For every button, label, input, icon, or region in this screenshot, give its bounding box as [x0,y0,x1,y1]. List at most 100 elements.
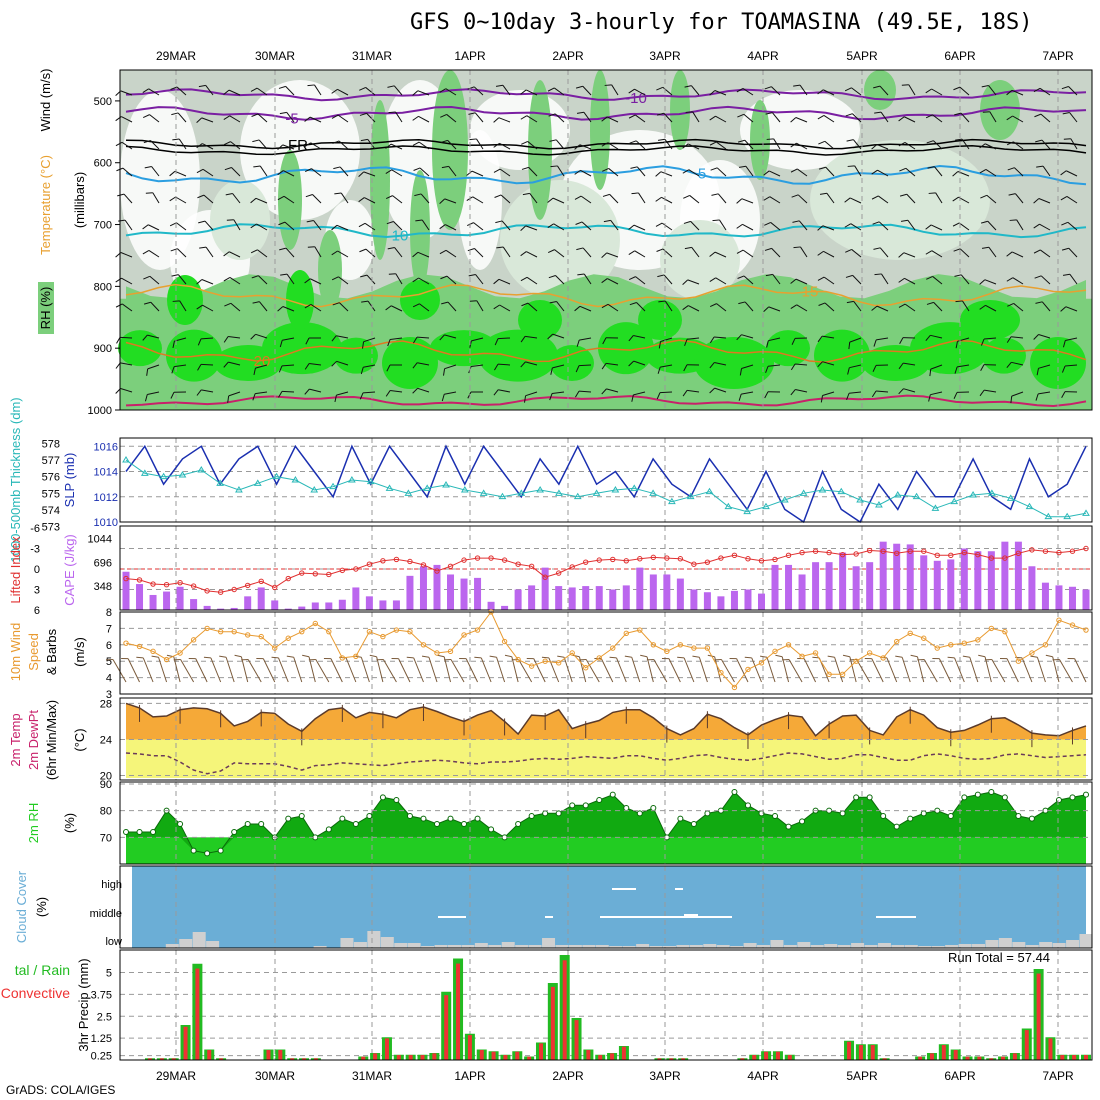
upper-wind-barb [174,170,187,177]
upper-wind-barb [793,84,801,87]
upper-wind-barb [688,305,700,312]
cape-bar [176,586,184,610]
low-cloud-bar [918,946,932,948]
rh-point [420,815,427,822]
cape-bar [271,600,279,610]
surface-wind-barb [1052,656,1060,683]
low-cloud-bar [891,945,905,948]
upper-wind-barb [871,144,878,150]
upper-wind-barb [117,193,125,197]
upper-wind-barb [1038,391,1051,395]
wind-speed-point [231,628,237,635]
upper-wind-barb [846,300,854,304]
upper-wind-barb [739,368,743,376]
precip-convective-bar [1036,973,1041,1060]
wind-speed-point [136,643,143,650]
upper-wind-barb [877,195,889,204]
upper-wind-barb [314,246,322,258]
upper-wind-barb [359,86,366,91]
wind-speed-point [812,650,819,656]
upper-wind-barb [146,368,149,376]
upper-wind-barb [309,363,322,366]
li-point [123,575,129,582]
cape-bar [987,551,995,610]
upper-wind-barb [741,364,754,369]
upper-wind-barb [817,276,825,281]
precip-convective-bar [775,1051,780,1060]
upper-wind-barb [744,301,754,312]
upper-wind-barb [602,167,609,172]
precip-convective-bar [1024,1030,1029,1060]
upper-wind-barb [1013,141,1024,150]
surface-wind-barb [714,656,722,683]
upper-wind-barb [258,275,268,285]
upper-wind-barb [388,111,396,114]
rh-light-area [500,180,620,300]
upper-wind-barb [1038,334,1051,339]
upper-wind-barb [500,194,511,204]
li-point [434,568,440,574]
wind-speed-point [921,635,927,641]
upper-wind-barb [628,114,636,119]
upper-wind-barb [202,168,214,177]
upper-wind-barb [609,194,619,204]
wind-speed-point [380,633,386,640]
upper-wind-barb [817,89,824,95]
upper-wind-barb [658,341,662,349]
li-point [880,548,886,554]
cape-bar [866,562,874,610]
upper-wind-barb [952,171,959,177]
cloud-gap [684,914,698,916]
li-point [1029,547,1035,553]
wind-speed-point [501,638,508,645]
surface-wind-barb [751,657,762,683]
upper-wind-barb [655,222,663,227]
upper-wind-barb [1065,170,1078,177]
li-point [691,561,697,567]
cape-bar [474,577,482,610]
surface-wind-barb [947,656,955,659]
li-point [420,562,427,568]
upper-wind-barb [115,362,121,369]
thickness-point [780,496,789,503]
li-point [258,578,264,584]
thickness-point [987,489,996,496]
rh-point [717,807,724,814]
upper-wind-barb [716,303,727,312]
upper-wind-barb [1033,87,1041,93]
upper-wind-barb [766,340,769,348]
upper-wind-barb [712,219,720,222]
wind-speed-point [434,650,440,656]
thickness-point [799,489,808,496]
upper-wind-barb [1033,223,1040,229]
upper-wind-barb [980,220,988,224]
upper-wind-barb [601,363,607,370]
li-point [528,563,535,569]
upper-wind-barb [953,392,958,399]
upper-wind-barb [204,220,214,231]
thickness-point [667,497,676,505]
li-point [1083,545,1089,552]
upper-wind-barb [554,249,565,258]
upper-wind-barb [795,389,808,393]
upper-wind-barb [147,391,160,395]
upper-wind-barb [608,168,619,177]
upper-wind-barb [796,168,808,177]
low-cloud-bar [488,945,502,948]
upper-wind-barb [365,87,376,96]
cape-bar [419,566,427,610]
upper-wind-barb [1067,221,1078,231]
upper-wind-barb [925,250,933,255]
rh-point [461,821,468,827]
cape-bar [582,586,590,610]
upper-wind-barb [876,390,889,393]
precip-convective-bar [977,1056,982,1060]
li-point [326,571,332,578]
upper-wind-barb [526,251,538,258]
low-cloud-bar [864,945,878,948]
upper-wind-barb [471,337,484,342]
wind-speed-point [150,648,156,655]
rh-tick-label: 80 [100,806,112,818]
upper-wind-barb [958,222,970,231]
